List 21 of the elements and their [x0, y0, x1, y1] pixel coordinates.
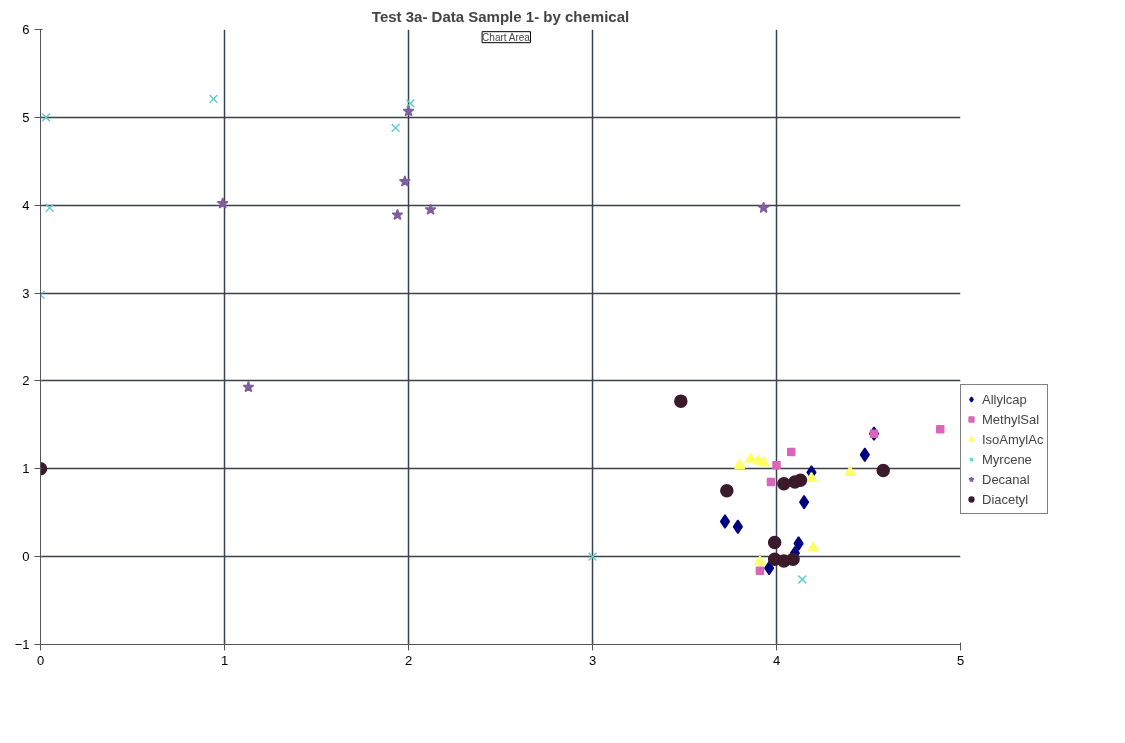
- y-tick-label: 1: [22, 461, 30, 477]
- y-tick-label: 5: [22, 109, 30, 125]
- legend-label: Allylcap: [982, 391, 1027, 407]
- x-tick-label: 1: [220, 652, 229, 668]
- y-tick-label: 2: [22, 373, 30, 389]
- x-tick-label: 3: [588, 652, 597, 668]
- legend-label: IsoAmylAc: [982, 431, 1044, 447]
- y-tick-label: 4: [22, 197, 30, 213]
- legend-label: Myrcene: [982, 451, 1032, 467]
- x-tick-label: 0: [36, 652, 45, 668]
- x-tick-label: 4: [772, 652, 781, 668]
- y-tick-label: −1: [14, 637, 30, 652]
- legend-label: Decanal: [982, 471, 1030, 487]
- x-tick-label: 5: [956, 652, 965, 668]
- y-tick-label: 6: [22, 22, 30, 37]
- legend-label: MethylSal: [982, 411, 1040, 427]
- y-tick-label: 0: [22, 549, 30, 565]
- chart-title: Test 3a- Data Sample 1- by chemical: [371, 7, 630, 25]
- legend-label: Diacetyl: [982, 491, 1029, 507]
- x-tick-label: 2: [404, 652, 413, 668]
- y-tick-label: 3: [22, 285, 30, 301]
